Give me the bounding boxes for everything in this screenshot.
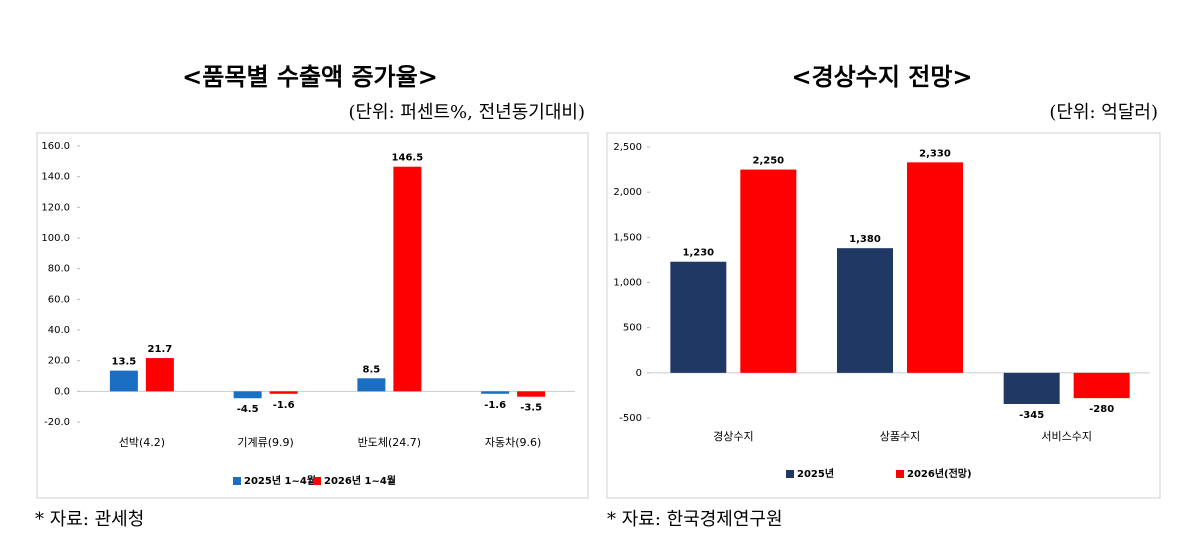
legend-swatch	[233, 477, 241, 485]
value-label: 2,250	[753, 156, 785, 167]
y-tick-label: 120.0	[41, 202, 70, 213]
value-label: 8.5	[363, 364, 381, 375]
value-label: 13.5	[112, 357, 137, 368]
y-tick-label: 40.0	[48, 325, 70, 336]
y-tick-label: -500	[619, 413, 642, 424]
y-tick-label: 1,000	[613, 278, 642, 289]
y-tick-label: -20.0	[44, 417, 70, 428]
y-tick-label: 2,000	[613, 187, 642, 198]
y-tick-label: 60.0	[48, 294, 70, 305]
bar	[837, 248, 893, 373]
y-tick-label: 1,500	[613, 232, 642, 243]
source-note: * 자료: 관세청	[35, 509, 144, 530]
legend-label: 2026년(전망)	[907, 467, 972, 480]
bar	[269, 391, 298, 394]
y-tick-label: 100.0	[41, 233, 70, 244]
chart-title: <경상수지 전망>	[791, 63, 972, 91]
x-tick-label: 자동차(9.6)	[485, 436, 541, 449]
y-tick-label: 160.0	[41, 141, 70, 152]
legend-swatch	[896, 470, 904, 478]
value-label: 146.5	[392, 153, 424, 164]
bar	[670, 261, 727, 373]
legend-swatch	[786, 470, 794, 478]
x-tick-label: 기계류(9.9)	[237, 436, 293, 449]
value-label: -4.5	[237, 404, 259, 415]
value-label: -345	[1019, 410, 1044, 421]
legend-label: 2025년 1~4월	[244, 474, 316, 487]
value-label: -1.6	[484, 400, 506, 411]
x-tick-label: 반도체(24.7)	[358, 436, 421, 449]
y-tick-label: 500	[623, 323, 642, 334]
legend-label: 2025년	[797, 467, 834, 480]
chart-frame	[606, 132, 1161, 499]
legend-label: 2026년 1~4월	[324, 474, 396, 487]
chart-subtitle: (단위: 억달러)	[1049, 102, 1158, 123]
y-tick-label: 140.0	[41, 172, 70, 183]
value-label: -3.5	[520, 403, 542, 414]
y-tick-label: 20.0	[48, 356, 70, 367]
value-label: -1.6	[273, 400, 295, 411]
bar	[1003, 372, 1060, 404]
value-label: 2,330	[919, 148, 951, 159]
bar	[740, 169, 797, 373]
legend-swatch	[313, 477, 321, 485]
value-label: 1,380	[849, 234, 881, 245]
x-tick-label: 서비스수지	[1041, 430, 1092, 443]
x-tick-label: 경상수지	[713, 430, 753, 443]
bar	[145, 358, 174, 392]
bar	[481, 391, 510, 394]
bar	[517, 391, 546, 397]
chart-frame	[36, 132, 589, 499]
bar	[1073, 372, 1130, 399]
bar	[233, 391, 262, 399]
value-label: -280	[1089, 404, 1114, 415]
bar	[907, 162, 963, 373]
source-note: * 자료: 한국경제연구원	[607, 509, 783, 530]
value-label: 21.7	[148, 344, 173, 355]
x-tick-label: 상품수지	[880, 430, 920, 443]
x-tick-label: 선박(4.2)	[119, 436, 165, 449]
y-tick-label: 0.0	[54, 386, 70, 397]
y-tick-label: 0	[636, 368, 642, 379]
y-tick-label: 80.0	[48, 264, 70, 275]
chart-subtitle: (단위: 퍼센트%, 전년동기대비)	[348, 102, 585, 123]
value-label: 1,230	[683, 248, 715, 259]
bar	[357, 378, 386, 392]
chart-title: <품목별 수출액 증가율>	[182, 63, 438, 91]
y-tick-label: 2,500	[613, 142, 642, 153]
bar	[393, 166, 422, 392]
bar	[109, 370, 138, 392]
